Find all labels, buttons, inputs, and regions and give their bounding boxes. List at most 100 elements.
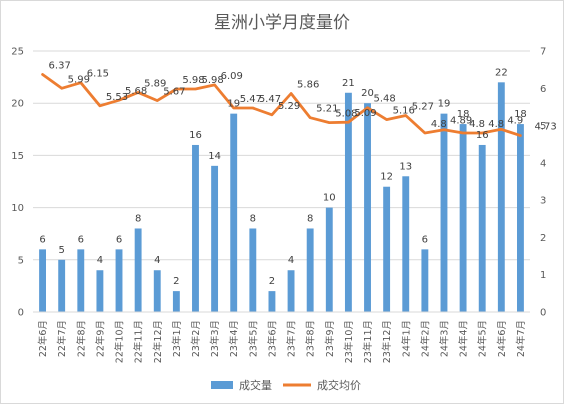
bar xyxy=(478,144,486,312)
x-tick-label: 23年9月 xyxy=(324,320,336,357)
line-data-label: 4.73 xyxy=(534,122,556,133)
line-data-label: 5.68 xyxy=(125,86,147,97)
bar-data-label: 18 xyxy=(514,109,527,120)
price-line xyxy=(41,73,522,138)
x-tick-label: 23年1月 xyxy=(171,320,183,357)
line-data-label: 5.99 xyxy=(68,75,90,86)
line-data-label: 6.37 xyxy=(49,60,71,71)
line-data-label: 5.09 xyxy=(354,108,376,119)
y-right-tick-label: 5 xyxy=(540,121,546,132)
line-data-label: 5.89 xyxy=(144,78,166,89)
x-tick-label: 22年8月 xyxy=(75,320,87,357)
x-axis: 22年6月 22年7月 22年8月 22年9月 22年10月 22年11月 22年12月 23… xyxy=(33,311,530,363)
x-tick-label: 23年10月 xyxy=(343,320,355,363)
line-data-label: 5.53 xyxy=(106,92,128,103)
line-data-label: 5.08 xyxy=(335,109,357,120)
x-tick-label: 24年1月 xyxy=(400,320,412,357)
line-data-label: 5.27 xyxy=(412,102,434,113)
x-tick-label: 24年7月 xyxy=(515,320,527,357)
bar-data-label: 13 xyxy=(399,161,412,172)
line-data-label: 4.8 xyxy=(431,119,447,130)
bar-data-label: 8 xyxy=(135,213,141,224)
bar-data-label: 12 xyxy=(380,172,393,183)
bar-data-label: 6 xyxy=(39,234,45,245)
x-tick-label: 22年7月 xyxy=(56,320,68,357)
x-tick-label: 22年10月 xyxy=(114,320,126,363)
line-data-label: 5.67 xyxy=(163,87,185,98)
bar-data-label: 19 xyxy=(227,99,240,110)
x-tick-label: 24年6月 xyxy=(496,320,508,357)
bar-data-label: 6 xyxy=(422,234,428,245)
x-tick-label: 23年7月 xyxy=(286,320,298,357)
y-right-tick-label: 1 xyxy=(540,270,546,281)
bar xyxy=(421,249,429,312)
bar-data-label: 4 xyxy=(288,255,294,266)
x-tick-label: 23年6月 xyxy=(266,320,278,357)
y-right-tick-label: 6 xyxy=(540,84,546,95)
bar xyxy=(383,186,391,312)
bar-data-label: 2 xyxy=(269,276,275,287)
bar-data-label: 19 xyxy=(438,99,451,110)
y-axis-right: 0 1 2 3 4 5 6 7 xyxy=(540,47,546,319)
bar xyxy=(134,228,142,312)
bar-data-label: 20 xyxy=(361,88,374,99)
x-tick-label: 23年8月 xyxy=(305,320,317,357)
bar-data-label: 8 xyxy=(250,213,256,224)
chart-title: 星洲小学月度量价 xyxy=(214,13,350,33)
bar-data-label: 6 xyxy=(116,234,122,245)
x-tick-label: 22年11月 xyxy=(133,320,145,363)
bar xyxy=(230,113,238,312)
bar xyxy=(96,270,104,312)
bar xyxy=(211,165,219,312)
x-tick-label: 23年11月 xyxy=(362,320,374,363)
bar xyxy=(153,270,161,312)
x-tick-label: 24年4月 xyxy=(458,320,470,357)
y-right-tick-label: 4 xyxy=(540,158,546,169)
line-data-label: 5.48 xyxy=(374,94,396,105)
bar-data-label: 16 xyxy=(189,130,202,141)
bar xyxy=(172,291,180,312)
y-right-tick-label: 0 xyxy=(540,308,546,319)
legend: 成交量 成交均价 xyxy=(211,378,361,392)
line-data-label: 5.98 xyxy=(201,75,223,86)
line-data-label: 4.9 xyxy=(507,115,523,126)
bar xyxy=(287,270,295,312)
line-data-label: 5.86 xyxy=(297,80,319,91)
line-data-label: 5.47 xyxy=(240,94,262,105)
bar xyxy=(497,82,505,312)
gridlines xyxy=(33,50,530,313)
bar-data-labels: 6 5 6 4 6 8 4 2 16 14 19 8 2 4 8 10 21 20 12 13 6 19 18 16 22 18 xyxy=(39,67,526,287)
bar xyxy=(249,228,257,312)
y-axis-left: 0 5 10 15 20 25 xyxy=(11,47,24,319)
x-tick-label: 22年6月 xyxy=(37,320,49,357)
line-data-label: 4.89 xyxy=(450,116,472,127)
bar xyxy=(364,103,371,312)
line-data-label: 5.16 xyxy=(393,106,415,117)
bar-data-label: 22 xyxy=(495,67,508,78)
x-tick-label: 23年5月 xyxy=(247,320,259,357)
bar xyxy=(517,124,524,312)
y-left-tick-label: 5 xyxy=(18,255,24,266)
x-tick-label: 23年4月 xyxy=(228,320,240,357)
y-right-tick-label: 3 xyxy=(540,196,546,207)
bar-data-label: 2 xyxy=(173,276,179,287)
line-series xyxy=(41,73,522,138)
legend-label-bar: 成交量 xyxy=(239,378,272,392)
line-data-label: 5.98 xyxy=(182,75,204,86)
line-data-label: 5.21 xyxy=(316,104,338,115)
bar xyxy=(325,207,333,312)
x-tick-label: 24年5月 xyxy=(477,320,489,357)
bar xyxy=(306,228,314,312)
y-left-tick-label: 0 xyxy=(18,308,24,319)
x-tick-label: 23年3月 xyxy=(209,320,221,357)
bar xyxy=(402,176,410,312)
y-right-tick-label: 7 xyxy=(540,47,546,58)
x-tick-label: 24年2月 xyxy=(419,320,431,357)
y-left-tick-label: 10 xyxy=(11,203,24,214)
bar xyxy=(115,249,123,312)
bar xyxy=(58,259,66,312)
y-left-tick-label: 20 xyxy=(11,99,24,110)
bar-data-label: 8 xyxy=(307,213,313,224)
bar-data-label: 16 xyxy=(476,130,489,141)
x-tick-label: 23年2月 xyxy=(190,320,202,357)
